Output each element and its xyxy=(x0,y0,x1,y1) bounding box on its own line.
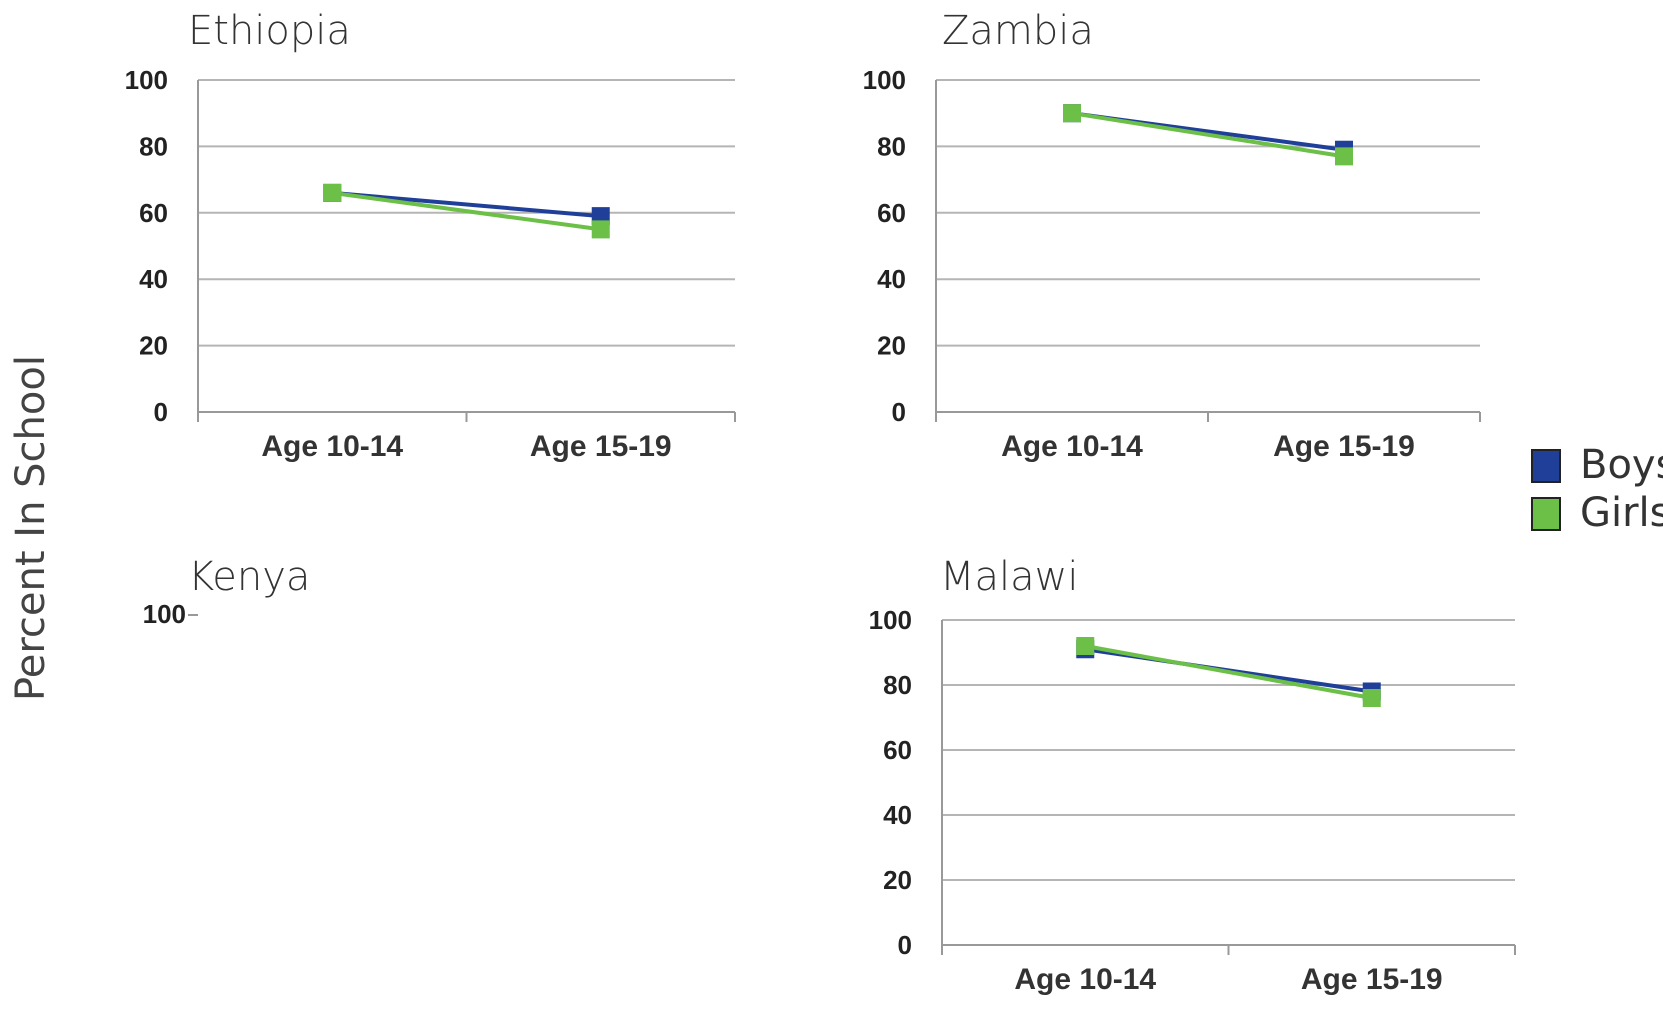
y-tick-label: 40 xyxy=(877,264,906,294)
y-axis-title: Percent In School xyxy=(8,355,54,701)
y-tick-label: 100 xyxy=(869,605,912,635)
legend-label: Boys xyxy=(1580,442,1663,488)
data-point-girls xyxy=(1063,104,1081,123)
data-point-girls xyxy=(323,183,342,202)
x-category-label: Age 15-19 xyxy=(530,430,672,463)
x-category-label: Age 10-14 xyxy=(1001,430,1143,463)
panel-title: Kenya xyxy=(188,554,310,600)
legend-item-girls: Girls xyxy=(1531,490,1663,536)
y-tick-label: 80 xyxy=(139,131,168,161)
y-tick-label: 20 xyxy=(877,331,906,361)
y-tick-label: 100 xyxy=(143,599,186,629)
panel-title: Malawi xyxy=(940,554,1078,600)
y-tick-label: 100 xyxy=(125,65,168,95)
legend-item-boys: Boys xyxy=(1531,442,1663,488)
y-tick-label: 0 xyxy=(154,397,168,427)
x-category-label: Age 15-19 xyxy=(1301,963,1443,996)
panel-zambia: Zambia 0 20 40 60 80 100 Age 10-14 Age 15-19 xyxy=(863,8,1481,463)
y-tick-label: 60 xyxy=(139,198,168,228)
y-tick-label: 60 xyxy=(883,735,912,765)
series-line-girls xyxy=(1084,644,1373,700)
x-category-label: Age 15-19 xyxy=(1273,430,1415,463)
y-tick-label: 0 xyxy=(892,397,906,427)
y-tick-label: 20 xyxy=(883,865,912,895)
y-tick-label: 80 xyxy=(883,670,912,700)
y-tick-label: 100 xyxy=(863,65,906,95)
series-line-girls xyxy=(331,190,602,232)
panel-malawi: Malawi 0 20 40 60 80 100 Age 10-14 Age 15-19 xyxy=(869,554,1516,996)
legend-swatch xyxy=(1531,449,1561,483)
series-line-girls xyxy=(1071,111,1345,159)
y-tick-label: 40 xyxy=(139,264,168,294)
series-line-boys xyxy=(332,190,601,219)
y-tick-label: 60 xyxy=(877,198,906,228)
data-point-girls xyxy=(1076,637,1095,655)
legend-swatch xyxy=(1531,497,1561,531)
panel-ethiopia: Ethiopia 0 20 40 60 80 100 Age 10-14 Age 15-19 xyxy=(125,8,736,463)
x-category-label: Age 10-14 xyxy=(261,430,403,463)
x-category-label: Age 10-14 xyxy=(1014,963,1156,996)
panel-title: Ethiopia xyxy=(188,8,351,54)
y-tick-label: 20 xyxy=(139,331,168,361)
legend: BoysGirls xyxy=(1531,442,1663,536)
panel-title: Zambia xyxy=(942,8,1094,54)
data-point-girls xyxy=(1362,689,1381,707)
data-point-girls xyxy=(591,220,610,239)
y-tick-label: 40 xyxy=(883,800,912,830)
y-tick-label: 0 xyxy=(898,930,912,960)
legend-label: Girls xyxy=(1580,490,1663,536)
y-tick-label: 80 xyxy=(877,131,906,161)
data-point-girls xyxy=(1335,147,1353,166)
